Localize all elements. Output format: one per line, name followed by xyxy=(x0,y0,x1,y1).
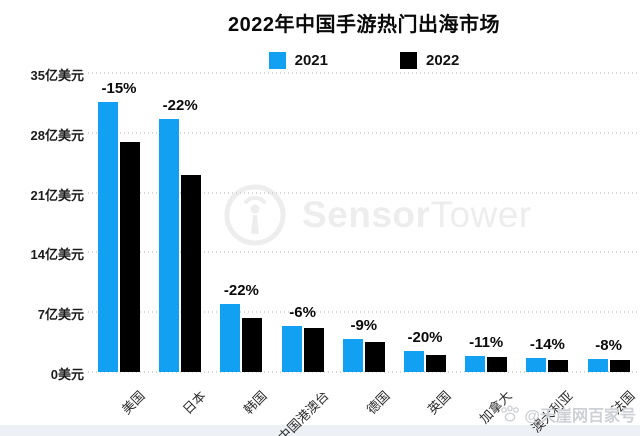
change-label: -6% xyxy=(289,303,316,321)
bottom-strip xyxy=(0,425,640,436)
bar-2022 xyxy=(303,328,324,372)
legend-item-2022: 2022 xyxy=(400,52,459,69)
y-axis-tick-label: 14亿美元 xyxy=(30,247,84,263)
bar-2022 xyxy=(242,318,263,372)
x-axis-category-label: 日本 xyxy=(179,388,209,418)
chart-legend: 2021 2022 xyxy=(88,52,640,69)
bar-2021 xyxy=(465,355,486,372)
change-label: -9% xyxy=(350,316,378,334)
change-label: -22% xyxy=(162,97,198,115)
bar-2021 xyxy=(526,358,547,372)
gridline xyxy=(88,191,638,194)
y-axis-tick-label: 7亿美元 xyxy=(37,307,84,323)
gridline xyxy=(88,251,638,254)
legend-label-2022: 2022 xyxy=(426,52,460,69)
legend-swatch-2022 xyxy=(400,52,417,69)
y-axis-tick-label: 35亿美元 xyxy=(30,68,84,83)
legend-swatch-2021 xyxy=(268,52,286,69)
bar-2021 xyxy=(98,102,118,372)
bar-2022 xyxy=(120,142,140,372)
legend-label-2021: 2021 xyxy=(294,52,328,69)
bar-2021 xyxy=(159,119,180,372)
y-axis-tick-label: 28亿美元 xyxy=(30,127,84,143)
change-label: -20% xyxy=(407,328,443,346)
x-axis-category-label: 美国 xyxy=(118,388,148,418)
change-label: -14% xyxy=(529,336,565,354)
chart-title: 2022年中国手游热门出海市场 xyxy=(228,14,500,36)
gridline xyxy=(88,371,638,373)
gridline xyxy=(88,131,638,134)
bar-2021 xyxy=(342,338,363,372)
y-axis-tick-label: 0美元 xyxy=(50,367,84,382)
x-axis-category-label: 英国 xyxy=(424,388,454,418)
bar-2022 xyxy=(364,342,385,372)
bar-2022 xyxy=(426,354,446,372)
bar-2022 xyxy=(609,360,630,372)
footer-watermark-text: @天崖网百家号 xyxy=(524,408,636,425)
change-label: -22% xyxy=(223,281,259,299)
gridline xyxy=(88,311,638,314)
bar-2021 xyxy=(404,350,424,372)
bar-2022 xyxy=(181,174,202,372)
x-axis-category-label: 韩国 xyxy=(241,388,271,418)
gridline xyxy=(88,72,638,74)
change-label: -15% xyxy=(101,80,137,98)
change-label: -8% xyxy=(595,337,622,355)
change-label: -11% xyxy=(469,333,504,351)
bar-2022 xyxy=(487,357,508,372)
legend-item-2021: 2021 xyxy=(268,52,328,69)
paw-icon xyxy=(501,405,520,422)
x-axis-category-label: 德国 xyxy=(363,388,393,418)
y-axis-tick-label: 21亿美元 xyxy=(30,187,84,203)
footer-watermark: @天崖网百家号 xyxy=(500,402,636,426)
bar-2022 xyxy=(548,360,569,372)
bar-2021 xyxy=(220,303,241,372)
bar-2021 xyxy=(587,359,608,372)
bar-2021 xyxy=(281,325,302,372)
